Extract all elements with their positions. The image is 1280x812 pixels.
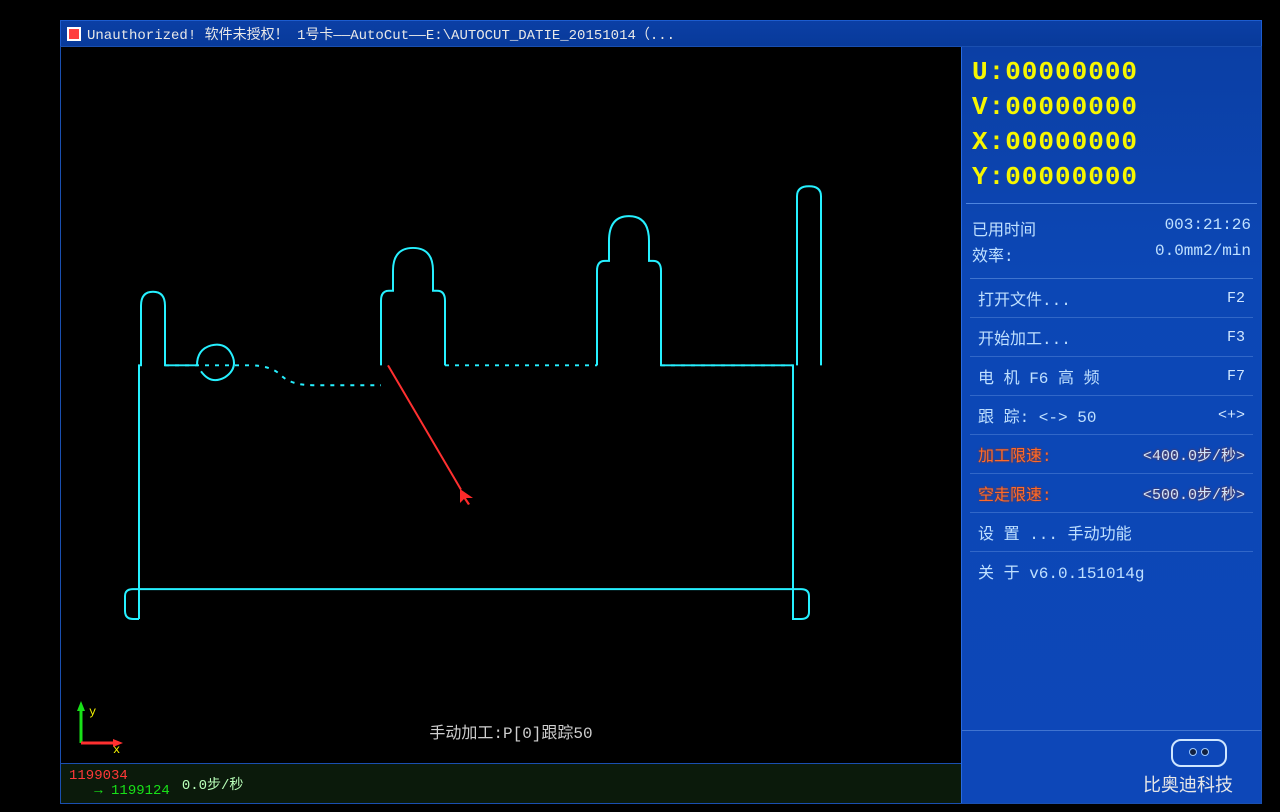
toolpath-svg [61, 47, 961, 803]
coord-readout: U:00000000 V:00000000 X:00000000 Y:00000… [962, 47, 1261, 199]
stats-block: 已用时间 003:21:26 效率: 0.0mm2/min [962, 208, 1261, 274]
cursor-icon [459, 488, 477, 506]
coord-v: V:00000000 [972, 90, 1251, 125]
menu-item-label: 空走限速: [978, 481, 1052, 505]
menu-item-label: 关 于 v6.0.151014g [978, 559, 1144, 583]
bottom-strip: 1199034 → 1199124 0.0步/秒 [61, 763, 961, 803]
menu-item-4[interactable]: 加工限速: <400.0步/秒> [970, 434, 1253, 473]
menu-item-5[interactable]: 空走限速: <500.0步/秒> [970, 473, 1253, 512]
menu-item-7[interactable]: 关 于 v6.0.151014g [970, 551, 1253, 590]
menu-item-key: F2 [1227, 290, 1245, 307]
canvas-area[interactable]: 手动加工:P[0]跟踪50 y x 1199034 → 1199124 [61, 47, 961, 803]
counter-a: 1199034 [69, 768, 128, 784]
menu-item-label: 设 置 ... 手动功能 [978, 520, 1132, 544]
profile-path [125, 186, 821, 619]
coord-x: X:00000000 [972, 125, 1251, 160]
menu-item-label: 电 机 F6 高 频 [978, 364, 1100, 388]
menu-item-6[interactable]: 设 置 ... 手动功能 [970, 512, 1253, 551]
window-title: Unauthorized! 软件未授权！ 1号卡——AutoCut——E:\AU… [87, 24, 675, 44]
menu-item-label: 打开文件... [978, 286, 1071, 310]
footer: 比奥迪科技 [962, 730, 1261, 803]
brand-label: 比奥迪科技 [1143, 777, 1233, 797]
menu-item-key: F7 [1227, 368, 1245, 385]
lead-line [388, 365, 461, 489]
menu-item-label: 开始加工... [978, 325, 1071, 349]
menu-item-3[interactable]: 跟 踪: <-> 50 <+> [970, 395, 1253, 434]
app-icon [67, 27, 81, 41]
menu-item-key: <400.0步/秒> [1143, 444, 1245, 465]
coord-u: U:00000000 [972, 55, 1251, 90]
rapid-path [165, 365, 793, 385]
menu-item-label: 跟 踪: <-> 50 [978, 403, 1096, 427]
elapsed-label: 已用时间 [972, 216, 1036, 240]
menu-item-key: F3 [1227, 329, 1245, 346]
elapsed-value: 003:21:26 [1165, 216, 1251, 240]
rate-value: 0.0mm2/min [1155, 242, 1251, 266]
window-titlebar: Unauthorized! 软件未授权！ 1号卡——AutoCut——E:\AU… [60, 20, 1262, 46]
rate-label: 效率: [972, 242, 1014, 266]
menu-item-1[interactable]: 开始加工... F3 [970, 317, 1253, 356]
counter-b: 1199124 [111, 783, 170, 799]
menu-item-0[interactable]: 打开文件... F2 [970, 278, 1253, 317]
command-menu: 打开文件... F2 开始加工... F3 电 机 F6 高 频 F7 跟 踪: <-> 5… [962, 274, 1261, 598]
canvas-status: 手动加工:P[0]跟踪50 [429, 719, 592, 743]
svg-text:x: x [113, 743, 120, 755]
svg-text:y: y [89, 705, 96, 719]
coord-y: Y:00000000 [972, 160, 1251, 195]
axis-gizmo: y x [69, 697, 127, 755]
side-panel: U:00000000 V:00000000 X:00000000 Y:00000… [961, 47, 1261, 803]
footer-pill[interactable] [1171, 739, 1227, 767]
speed-readout: 0.0步/秒 [182, 774, 244, 794]
menu-item-label: 加工限速: [978, 442, 1052, 466]
menu-item-key: <+> [1218, 407, 1245, 424]
menu-item-2[interactable]: 电 机 F6 高 频 F7 [970, 356, 1253, 395]
menu-item-key: <500.0步/秒> [1143, 483, 1245, 504]
